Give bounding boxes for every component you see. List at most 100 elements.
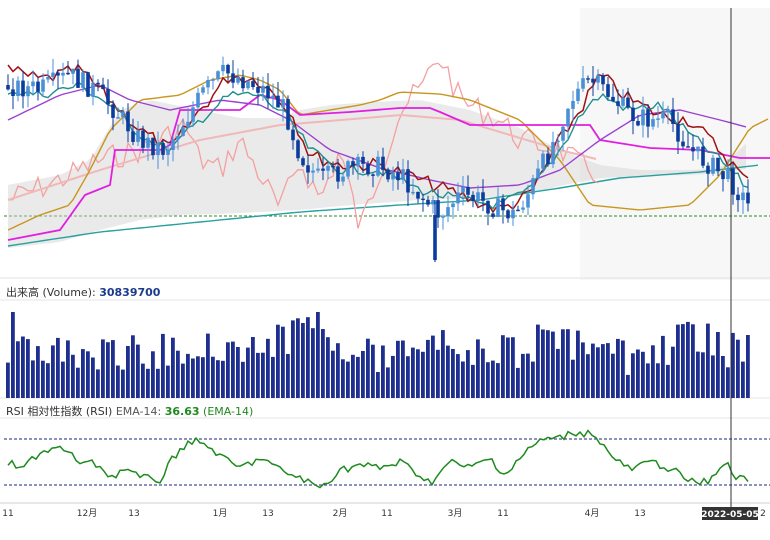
volume-bar bbox=[726, 367, 730, 398]
volume-bar bbox=[11, 312, 15, 398]
candle-body bbox=[406, 169, 410, 193]
volume-bar bbox=[436, 349, 440, 398]
x-tick-label: 2月 bbox=[333, 508, 348, 519]
volume-bar bbox=[716, 332, 720, 398]
candle-body bbox=[291, 129, 295, 141]
volume-bar bbox=[111, 340, 115, 398]
volume-bar bbox=[301, 323, 305, 398]
volume-bar bbox=[591, 343, 595, 398]
candle-body bbox=[501, 198, 505, 211]
volume-bar bbox=[641, 351, 645, 398]
candle-body bbox=[356, 156, 360, 167]
candle-body bbox=[451, 203, 455, 208]
candle-body bbox=[346, 161, 350, 177]
candle-body bbox=[176, 136, 180, 140]
candle-body bbox=[326, 165, 330, 171]
x-tick-label: 11 bbox=[381, 509, 392, 519]
candle-body bbox=[316, 168, 320, 171]
candle-body bbox=[236, 77, 240, 83]
candle-body bbox=[556, 140, 560, 143]
volume-bar bbox=[41, 360, 45, 398]
volume-bar bbox=[131, 335, 135, 398]
volume-bar bbox=[316, 312, 320, 398]
volume-bar bbox=[51, 345, 55, 398]
volume-bar bbox=[521, 353, 525, 398]
volume-bar bbox=[346, 361, 350, 398]
volume-bar bbox=[396, 340, 400, 398]
volume-bar bbox=[526, 353, 530, 398]
candle-body bbox=[126, 111, 130, 132]
volume-bar bbox=[196, 356, 200, 398]
volume-bar bbox=[281, 326, 285, 398]
volume-bar bbox=[491, 360, 495, 398]
volume-bar bbox=[541, 329, 545, 398]
volume-bar bbox=[486, 362, 490, 398]
candle-body bbox=[271, 95, 275, 99]
volume-bar bbox=[21, 336, 25, 398]
volume-bar bbox=[101, 339, 105, 398]
volume-bar bbox=[676, 324, 680, 398]
volume-bar bbox=[371, 344, 375, 398]
volume-bar bbox=[636, 349, 640, 398]
candle-body bbox=[311, 170, 315, 173]
candle-body bbox=[211, 79, 215, 81]
x-tick-label: 11 bbox=[2, 509, 13, 519]
volume-bar bbox=[161, 333, 165, 398]
candle-body bbox=[641, 109, 645, 126]
volume-bar bbox=[746, 335, 750, 398]
volume-bar bbox=[356, 356, 360, 398]
conversion-line bbox=[7, 94, 770, 241]
candle-body bbox=[646, 109, 650, 127]
candle-body bbox=[401, 169, 405, 180]
volume-bar bbox=[581, 342, 585, 398]
volume-bar bbox=[571, 359, 575, 398]
volume-bar bbox=[61, 361, 65, 398]
candle-body bbox=[16, 80, 20, 96]
volume-bar bbox=[701, 352, 705, 398]
candle-body bbox=[701, 146, 705, 166]
candle-body bbox=[201, 87, 205, 93]
candle-body bbox=[261, 85, 265, 93]
volume-bar bbox=[151, 351, 155, 398]
candle-body bbox=[166, 150, 170, 155]
volume-bar bbox=[226, 342, 230, 398]
candle-body bbox=[671, 109, 675, 124]
volume-bar bbox=[426, 339, 430, 398]
volume-bar bbox=[56, 337, 60, 398]
candle-body bbox=[571, 101, 575, 109]
candle-body bbox=[181, 127, 185, 136]
volume-bar bbox=[201, 357, 205, 398]
volume-bar bbox=[191, 358, 195, 398]
candle-body bbox=[656, 118, 660, 120]
volume-bar bbox=[366, 338, 370, 398]
volume-bar bbox=[656, 363, 660, 398]
volume-bar bbox=[696, 351, 700, 398]
candle-body bbox=[511, 209, 515, 219]
volume-bar bbox=[441, 330, 445, 398]
volume-bar bbox=[6, 362, 10, 398]
volume-bar bbox=[661, 335, 665, 398]
candle-body bbox=[106, 89, 110, 105]
volume-bar bbox=[536, 324, 540, 398]
candle-body bbox=[411, 191, 415, 194]
candle-body bbox=[591, 78, 595, 83]
volume-bar bbox=[401, 340, 405, 398]
candle-body bbox=[266, 85, 270, 99]
candle-body bbox=[336, 166, 340, 182]
candle-body bbox=[221, 64, 225, 72]
volume-bar bbox=[141, 363, 145, 398]
volume-bar bbox=[321, 329, 325, 398]
candle-body bbox=[46, 77, 50, 80]
x-tick-label: 12月 bbox=[77, 508, 97, 519]
candle-body bbox=[586, 78, 590, 80]
volume-bar bbox=[506, 337, 510, 398]
candle-body bbox=[361, 156, 365, 164]
candle-body bbox=[351, 161, 355, 167]
candle-body bbox=[436, 200, 440, 218]
candle-body bbox=[396, 172, 400, 180]
candle-body bbox=[136, 130, 140, 142]
candle-body bbox=[606, 84, 610, 97]
volume-bar bbox=[296, 318, 300, 398]
candle-body bbox=[461, 186, 465, 193]
candle-body bbox=[661, 112, 665, 119]
